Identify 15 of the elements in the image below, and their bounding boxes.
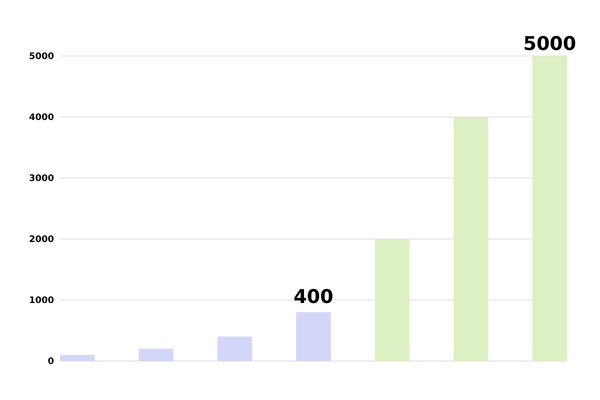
bar xyxy=(138,348,174,361)
bar xyxy=(374,239,410,361)
bar xyxy=(217,336,252,361)
annotation: 400 xyxy=(294,286,334,308)
data-label: 5000 xyxy=(523,33,576,55)
y-tick-label: 2000 xyxy=(28,235,54,246)
bar xyxy=(60,354,95,361)
bar xyxy=(296,312,331,361)
y-tick-label: 5000 xyxy=(28,52,54,62)
bar xyxy=(532,56,567,361)
y-tick-label: 4000 xyxy=(28,113,54,124)
bar xyxy=(454,117,488,361)
y-tick-label: 3000 xyxy=(28,174,54,184)
y-tick-label: 0 xyxy=(48,357,54,368)
y-tick-label: 1000 xyxy=(28,296,54,306)
